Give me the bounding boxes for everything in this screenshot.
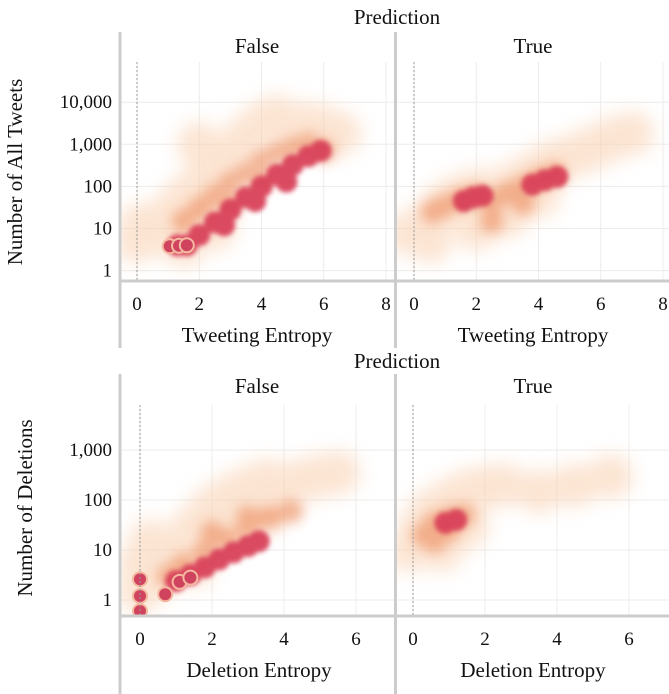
density-layer-high bbox=[452, 165, 569, 213]
density-blob-mid bbox=[279, 499, 304, 524]
facet-label-false: False bbox=[235, 374, 279, 398]
density-blob-low bbox=[481, 463, 525, 508]
density-blob-low bbox=[517, 469, 561, 514]
y-axis-label: Number of Deletions bbox=[13, 419, 37, 596]
x-tick-label: 4 bbox=[257, 294, 267, 315]
density-blob-high bbox=[309, 139, 332, 162]
facet-strip-false bbox=[120, 374, 394, 402]
density-panel-true bbox=[397, 111, 654, 264]
y-tick-label: 100 bbox=[84, 490, 113, 511]
y-tick-label: 1,000 bbox=[69, 134, 112, 155]
y-tick-label: 10 bbox=[93, 219, 112, 240]
zero-reference-lines bbox=[139, 405, 414, 615]
x-tick-label: 0 bbox=[409, 294, 419, 315]
x-tick-labels-true: 0 2 4 6 bbox=[408, 629, 634, 650]
facet-strip-true bbox=[397, 374, 669, 402]
zero-reference-lines bbox=[136, 62, 415, 280]
x-tick-label: 0 bbox=[408, 629, 418, 650]
x-axis-label-false: Tweeting Entropy bbox=[182, 323, 333, 347]
density-blob-mid bbox=[422, 529, 447, 554]
x-tick-label: 6 bbox=[319, 294, 329, 315]
x-tick-label: 0 bbox=[135, 629, 145, 650]
x-tick-label: 2 bbox=[480, 629, 490, 650]
y-tick-label: 1 bbox=[103, 261, 113, 282]
y-tick-label: 10,000 bbox=[60, 92, 112, 113]
density-blob-mid bbox=[257, 505, 282, 530]
x-axis-label-true: Tweeting Entropy bbox=[458, 323, 609, 347]
chart-tweets: Prediction False True 1101001,00010,000 … bbox=[3, 5, 669, 348]
y-tick-label: 1 bbox=[103, 590, 113, 611]
x-tick-label: 6 bbox=[351, 629, 361, 650]
facet-strip-false bbox=[120, 32, 394, 60]
x-tick-label: 2 bbox=[207, 629, 217, 650]
y-tick-label: 100 bbox=[84, 176, 113, 197]
x-tick-label: 6 bbox=[624, 629, 634, 650]
y-tick-label: 10 bbox=[93, 540, 112, 561]
density-blob-high bbox=[546, 165, 569, 188]
density-blob-low bbox=[553, 463, 597, 508]
x-tick-label: 4 bbox=[279, 629, 289, 650]
density-blob-high bbox=[247, 530, 270, 553]
facet-label-true: True bbox=[514, 374, 553, 398]
x-tick-label: 8 bbox=[658, 294, 668, 315]
density-blob-mid bbox=[200, 520, 224, 545]
facet-strip-true bbox=[397, 32, 669, 60]
x-axis-label-false: Deletion Entropy bbox=[186, 658, 332, 682]
density-blob-mid bbox=[236, 505, 260, 530]
density-blob-low bbox=[589, 454, 633, 499]
facet-group-title: Prediction bbox=[354, 349, 441, 373]
density-blob-low bbox=[177, 122, 222, 167]
density-blob-high bbox=[275, 170, 298, 193]
data-point bbox=[182, 569, 199, 586]
density-panel-false bbox=[120, 94, 362, 268]
density-blob-high bbox=[471, 184, 494, 207]
density-blob-mid bbox=[510, 191, 535, 216]
x-tick-label: 6 bbox=[596, 294, 606, 315]
x-tick-labels-true: 0 2 4 6 8 bbox=[409, 294, 668, 315]
x-tick-label: 2 bbox=[472, 294, 482, 315]
y-tick-labels: 1 10 100 1,000 bbox=[69, 440, 112, 611]
density-layer-high bbox=[434, 508, 468, 534]
facet-label-false: False bbox=[235, 34, 279, 58]
density-layer-low bbox=[120, 94, 362, 268]
density-blob-high bbox=[244, 190, 267, 213]
y-tick-label: 1,000 bbox=[69, 440, 112, 461]
density-panel-true bbox=[397, 454, 633, 573]
x-tick-labels-false: 0 2 4 6 bbox=[135, 629, 361, 650]
data-point bbox=[178, 237, 195, 254]
x-tick-label: 4 bbox=[552, 629, 562, 650]
density-blob-low bbox=[316, 450, 360, 495]
y-axis-label: Number of All Tweets bbox=[3, 79, 27, 266]
y-tick-labels: 1 10 100 1,000 10,000 bbox=[60, 92, 112, 281]
x-tick-label: 0 bbox=[132, 294, 142, 315]
data-point bbox=[157, 586, 174, 603]
density-blob-low bbox=[609, 111, 654, 156]
chart-deletions: Prediction False True 1 10 100 1,000 0 2 4 6 0… bbox=[13, 349, 669, 694]
x-tick-label: 4 bbox=[534, 294, 544, 315]
density-panel-false bbox=[120, 450, 360, 615]
x-tick-labels-false: 0 2 4 6 8 bbox=[132, 294, 391, 315]
facet-label-true: True bbox=[514, 34, 553, 58]
density-blob-high bbox=[445, 508, 468, 531]
density-blob-low bbox=[407, 219, 452, 264]
density-blob-high bbox=[213, 214, 236, 237]
density-blob-mid bbox=[479, 209, 504, 234]
data-point bbox=[132, 588, 148, 605]
x-tick-label: 8 bbox=[381, 294, 391, 315]
x-tick-label: 2 bbox=[195, 294, 205, 315]
x-axis-label-true: Deletion Entropy bbox=[460, 658, 606, 682]
facet-group-title: Prediction bbox=[354, 5, 441, 29]
density-blob-high bbox=[188, 224, 211, 247]
